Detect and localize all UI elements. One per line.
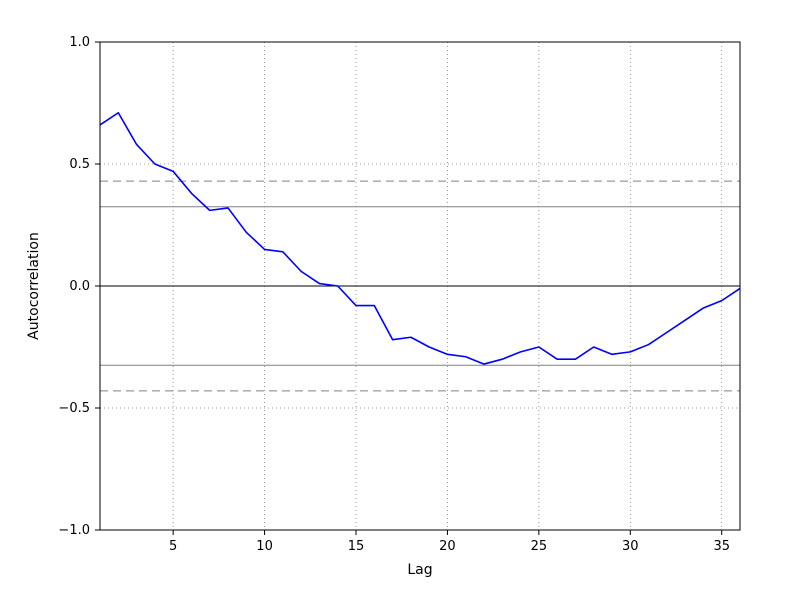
y-tick-label: −0.5 — [58, 401, 90, 416]
y-tick-label: 0.5 — [69, 157, 90, 172]
x-tick-label: 5 — [169, 539, 177, 554]
y-tick-label: −1.0 — [58, 523, 90, 538]
x-tick-label: 25 — [531, 539, 548, 554]
y-tick-label: 0.0 — [69, 279, 90, 294]
chart-svg: 5 10 15 20 25 30 35 −1.0 −0.5 0.0 0.5 1.0 Lag Autocor… — [0, 0, 800, 600]
y-tick-label: 1.0 — [69, 35, 90, 50]
y-axis-label: Autocorrelation — [26, 232, 42, 340]
x-tick-label: 15 — [348, 539, 365, 554]
x-tick-label: 35 — [713, 539, 730, 554]
x-axis-label: Lag — [407, 562, 432, 578]
x-tick-label: 10 — [256, 539, 273, 554]
x-tick-label: 30 — [622, 539, 639, 554]
x-tick-label: 20 — [439, 539, 456, 554]
autocorrelation-chart: 5 10 15 20 25 30 35 −1.0 −0.5 0.0 0.5 1.0 Lag Autocor… — [0, 0, 800, 600]
